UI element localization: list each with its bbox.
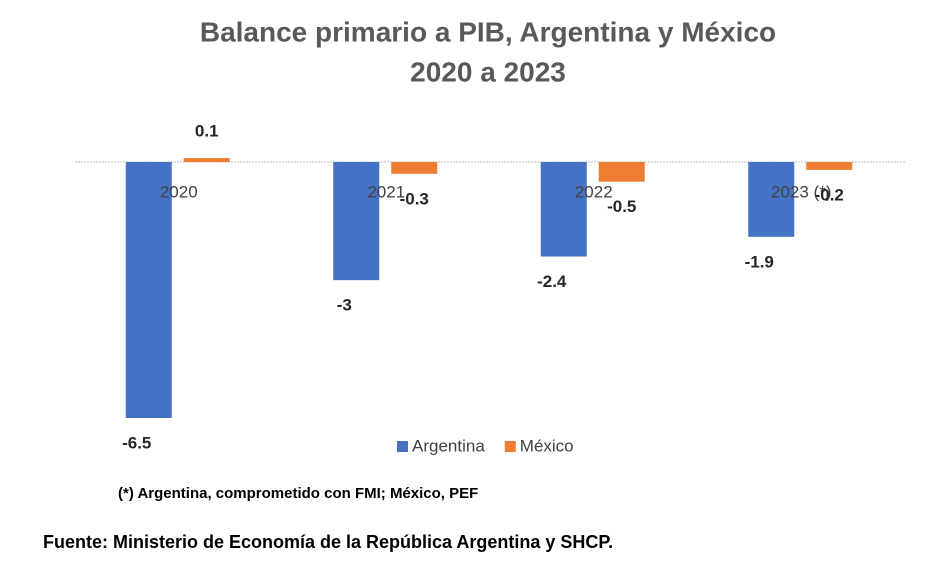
data-label: -3	[337, 296, 352, 315]
footnote: (*) Argentina, comprometido con FMI; Méx…	[118, 485, 478, 502]
bar	[598, 162, 645, 182]
data-label: -0.3	[400, 189, 429, 208]
source: Fuente: Ministerio de Economía de la Rep…	[43, 532, 613, 552]
data-label: -6.5	[122, 433, 151, 452]
x-tick-label: 2021	[367, 182, 405, 201]
bar	[748, 162, 795, 237]
data-label: -1.9	[745, 252, 774, 271]
x-tick-label: 2022	[575, 182, 613, 201]
x-tick-label: 2020	[160, 182, 198, 201]
legend-label: Argentina	[412, 436, 485, 455]
x-tick-label: 2023 (*)	[771, 182, 831, 201]
legend-swatch	[504, 441, 516, 452]
bar	[391, 162, 438, 174]
bar	[333, 162, 380, 281]
legend-label: México	[520, 436, 574, 455]
bar	[540, 162, 587, 257]
chart-title: Balance primario a PIB, Argentina y Méxi…	[200, 16, 776, 47]
data-label: -2.4	[537, 272, 567, 291]
data-label: -0.5	[607, 197, 636, 216]
bar	[125, 162, 172, 418]
data-label: -0.2	[815, 185, 844, 204]
bar	[183, 158, 230, 162]
bar	[806, 162, 853, 170]
data-label: 0.1	[195, 122, 219, 141]
legend-swatch	[397, 441, 408, 452]
chart-subtitle: 2020 a 2023	[410, 56, 566, 87]
